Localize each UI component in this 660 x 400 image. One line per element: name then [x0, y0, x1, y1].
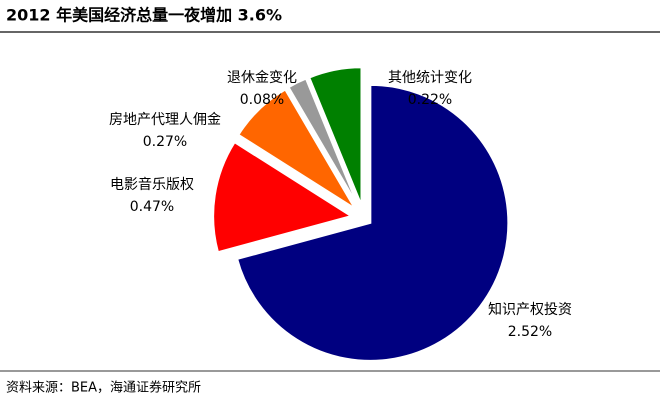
slice-label: 知识产权投资: [488, 301, 572, 318]
source-note: 资料来源：BEA，海通证券研究所: [6, 380, 201, 396]
slice-value-label: 0.47%: [130, 199, 174, 215]
slice-label: 退休金变化: [227, 70, 297, 86]
slice-label: 电影音乐版权: [110, 176, 194, 193]
pie-slice: [307, 66, 363, 206]
pie-slice: [287, 77, 360, 207]
slice-value-label: 0.22%: [408, 92, 452, 108]
slice-value-label: 2.52%: [508, 324, 552, 340]
pie-slice: [235, 83, 510, 362]
slice-value-label: 0.27%: [143, 134, 187, 150]
pie-slice: [237, 88, 356, 210]
slice-label: 房地产代理人佣金: [109, 112, 221, 128]
slice-label: 其他统计变化: [388, 70, 472, 86]
pie-slice: [212, 140, 354, 254]
chart-title: 2012 年美国经济总量一夜增加 3.6%: [6, 6, 282, 25]
slice-value-label: 0.08%: [240, 92, 284, 108]
